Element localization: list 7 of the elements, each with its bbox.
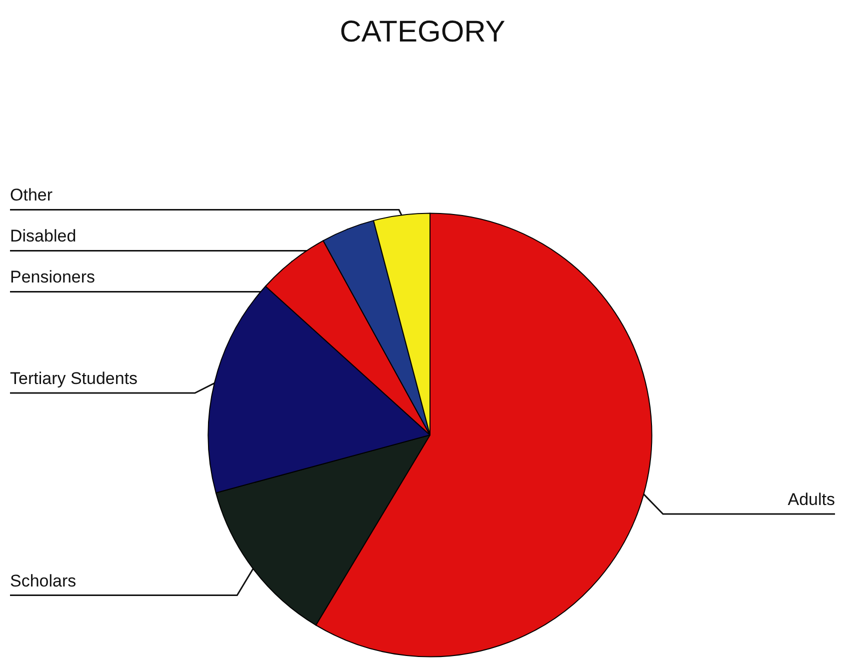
chart-title: CATEGORY [340,16,506,48]
slice-label: Scholars [10,571,76,590]
slice-label: Disabled [10,226,76,246]
slice-label: Pensioners [10,268,96,287]
slice-label: Other [10,186,53,205]
slice-label: Adults [788,490,835,510]
slice-label: Tertiary Students [10,369,138,388]
